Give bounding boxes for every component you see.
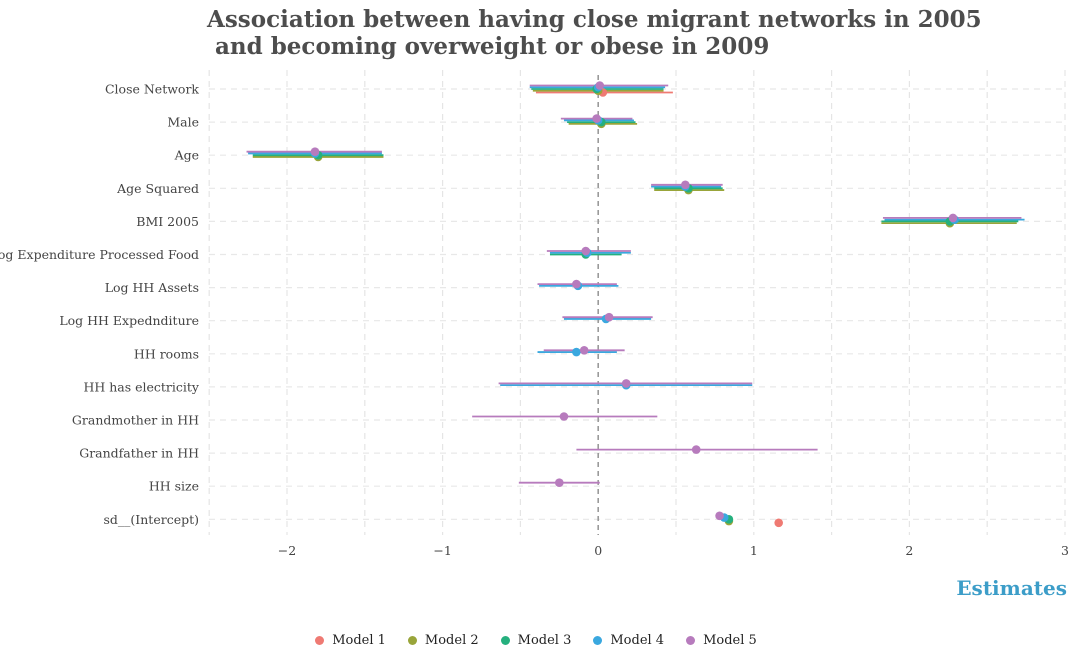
estimate-point <box>948 213 958 223</box>
legend-item: Model 4 <box>593 630 664 650</box>
legend-item: Model 5 <box>686 630 757 650</box>
legend-label: Model 4 <box>610 632 665 648</box>
estimate-point <box>310 147 320 156</box>
x-tick-label: 3 <box>1061 543 1069 558</box>
chart-title: Association between having close migrant… <box>207 6 982 60</box>
y-tick-label: Male <box>167 115 199 130</box>
estimate-point <box>774 518 783 528</box>
estimate-point <box>604 312 614 322</box>
estimate-point <box>572 347 581 357</box>
x-tick-label: 2 <box>905 543 913 558</box>
legend-label: Model 3 <box>517 632 572 648</box>
estimate-point <box>681 180 690 190</box>
estimate-point <box>621 379 631 388</box>
estimate-point <box>581 246 591 256</box>
x-axis-label: Estimates <box>956 576 1067 600</box>
legend-marker <box>500 635 510 645</box>
legend-label: Model 5 <box>703 632 757 648</box>
legend: Model 1 Model 2 Model 3 Model 4 Model 5 <box>0 630 1072 650</box>
y-tick-label: Log HH Assets <box>105 280 199 295</box>
estimate-point <box>691 445 701 454</box>
y-tick-label: BMI 2005 <box>136 214 199 229</box>
legend-item: Model 3 <box>500 630 572 650</box>
y-tick-label: Grandmother in HH <box>72 413 199 428</box>
x-tick-label: −2 <box>278 543 296 558</box>
legend-item: Model 1 <box>315 630 386 650</box>
y-tick-label: Age <box>174 148 199 163</box>
legend-marker <box>407 635 417 645</box>
estimate-point <box>579 346 589 355</box>
legend-label: Model 2 <box>424 632 479 648</box>
legend-marker <box>315 635 325 645</box>
estimate-point <box>595 81 605 90</box>
x-tick-label: 1 <box>750 543 758 558</box>
legend-marker <box>686 635 696 645</box>
y-tick-label: HH rooms <box>134 346 199 361</box>
y-tick-label: Log HH Expednditure <box>59 313 199 328</box>
y-tick-label: Log Expenditure Processed Food <box>0 247 199 262</box>
estimate-point <box>715 511 724 521</box>
legend-label: Model 1 <box>332 632 386 648</box>
y-tick-label: Age Squared <box>116 181 199 196</box>
y-tick-label: HH has electricity <box>83 379 199 394</box>
x-tick-label: 0 <box>594 543 602 558</box>
y-tick-label: Grandfather in HH <box>79 446 199 461</box>
legend-item: Model 2 <box>407 630 479 650</box>
y-tick-label: Close Network <box>105 82 199 97</box>
y-tick-label: HH size <box>149 479 199 494</box>
legend-marker <box>593 635 603 645</box>
estimate-point <box>592 114 601 123</box>
estimate-point <box>572 279 581 289</box>
y-tick-label: sd__(Intercept) <box>104 512 199 527</box>
estimate-point <box>555 478 564 488</box>
estimate-point <box>559 412 569 421</box>
x-tick-label: −1 <box>433 543 451 558</box>
